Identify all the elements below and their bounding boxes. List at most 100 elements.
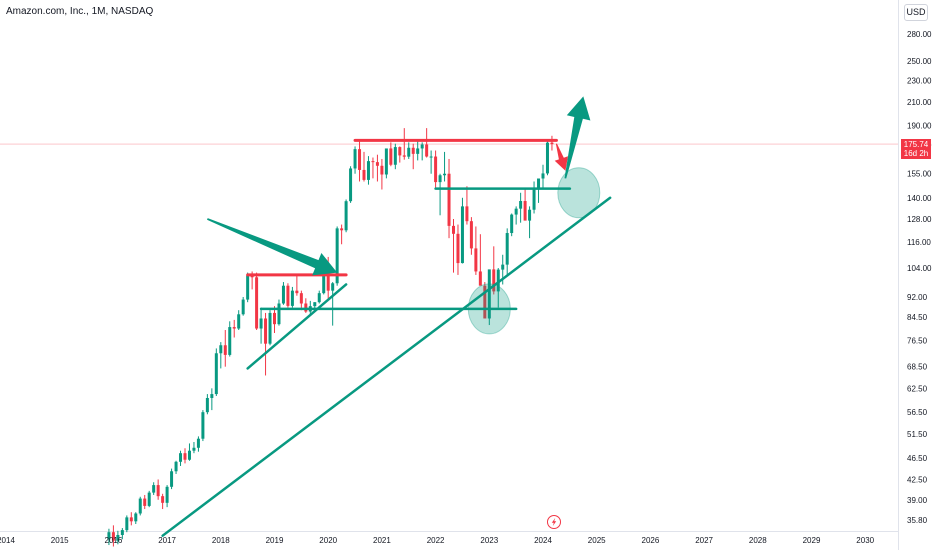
candle xyxy=(299,290,303,311)
candle-body xyxy=(304,303,308,312)
candle-body xyxy=(156,485,160,497)
candle-body xyxy=(537,178,541,188)
candle xyxy=(179,450,183,466)
candle xyxy=(452,218,455,273)
candle-body xyxy=(469,221,473,249)
candle xyxy=(335,226,339,286)
candle xyxy=(187,443,191,461)
candle-body xyxy=(143,498,147,506)
x-tick-label: 2014 xyxy=(0,536,15,545)
candle xyxy=(174,460,178,474)
candle-body xyxy=(152,485,156,493)
candle xyxy=(317,290,321,304)
candle xyxy=(420,142,424,161)
candle xyxy=(366,156,370,185)
x-tick-label: 2022 xyxy=(427,536,445,545)
candle-body xyxy=(210,394,214,398)
candle-body xyxy=(187,450,191,460)
y-tick-label: 42.50 xyxy=(907,475,928,484)
candle-body xyxy=(384,148,388,175)
x-tick-label: 2029 xyxy=(803,536,821,545)
candle-body xyxy=(125,517,129,531)
candle xyxy=(460,197,464,264)
trend-line xyxy=(246,283,348,370)
time-axis[interactable]: 2014 2015 2016 2017 2018 2019 2020 2021 2022 2023… xyxy=(0,536,875,545)
candle xyxy=(443,151,447,182)
y-tick-label: 51.50 xyxy=(907,430,928,439)
candle xyxy=(290,286,294,308)
candle xyxy=(125,515,129,533)
up-arrow xyxy=(564,96,591,179)
candle-body xyxy=(483,285,487,319)
last-price-value: 175.74 xyxy=(903,140,929,149)
y-tick-label: 128.00 xyxy=(907,215,932,224)
candle-body xyxy=(170,471,174,487)
x-tick-label: 2020 xyxy=(319,536,337,545)
y-tick-label: 62.50 xyxy=(907,384,928,393)
x-tick-label: 2023 xyxy=(480,536,498,545)
x-tick-label: 2018 xyxy=(212,536,230,545)
candle-body xyxy=(255,277,259,329)
trend-line xyxy=(161,196,612,537)
candle xyxy=(362,151,366,182)
candle xyxy=(196,436,200,452)
candle-body xyxy=(456,233,460,264)
price-axis[interactable]: 35.80 39.00 42.50 46.50 51.50 56.50 62.50 68.50… xyxy=(907,30,932,525)
candle-body xyxy=(196,438,200,448)
candle-body xyxy=(179,453,183,462)
candle-body xyxy=(411,147,415,154)
candle xyxy=(505,228,509,275)
candle xyxy=(398,146,402,163)
candle xyxy=(152,482,156,495)
candle xyxy=(375,154,379,182)
candle-body xyxy=(465,206,469,222)
candle xyxy=(438,173,442,216)
y-tick-label: 46.50 xyxy=(907,454,928,463)
candle-body xyxy=(273,312,276,325)
candle xyxy=(214,348,218,397)
candle-body xyxy=(375,162,379,166)
candle xyxy=(205,394,209,415)
candle xyxy=(210,388,214,411)
candle xyxy=(469,217,473,255)
candle xyxy=(523,189,527,221)
x-tick-label: 2027 xyxy=(695,536,713,545)
candle-body xyxy=(290,290,294,306)
candle xyxy=(532,181,536,214)
y-tick-label: 56.50 xyxy=(907,408,928,417)
candle xyxy=(550,135,554,151)
candle-body xyxy=(487,269,491,319)
y-tick-label: 76.50 xyxy=(907,337,928,346)
candle xyxy=(268,310,272,346)
candle-body xyxy=(299,293,303,304)
candle-body xyxy=(425,144,429,157)
x-tick-label: 2015 xyxy=(51,536,69,545)
candle xyxy=(371,157,375,179)
candle-body xyxy=(138,498,142,514)
candle-body xyxy=(443,173,447,176)
candle xyxy=(107,528,111,546)
candle xyxy=(474,226,478,275)
lightning-icon[interactable] xyxy=(547,515,561,529)
candle-body xyxy=(402,155,406,157)
candle-body xyxy=(474,248,478,272)
currency-button[interactable]: USD xyxy=(904,4,928,21)
candle xyxy=(478,234,482,286)
candle xyxy=(407,142,411,159)
candle xyxy=(541,164,545,190)
candle-body xyxy=(259,318,263,329)
candle-body xyxy=(228,327,232,355)
candle-body xyxy=(223,345,227,355)
annotation-shapes xyxy=(161,96,612,537)
candle xyxy=(304,298,308,313)
candle-body xyxy=(505,233,509,265)
y-tick-label: 68.50 xyxy=(907,363,928,372)
candle-body xyxy=(398,147,402,156)
candle-body xyxy=(237,314,241,329)
candle-body xyxy=(322,274,326,294)
x-tick-label: 2030 xyxy=(856,536,874,545)
candle-body xyxy=(362,169,366,180)
candle-body xyxy=(111,532,115,541)
